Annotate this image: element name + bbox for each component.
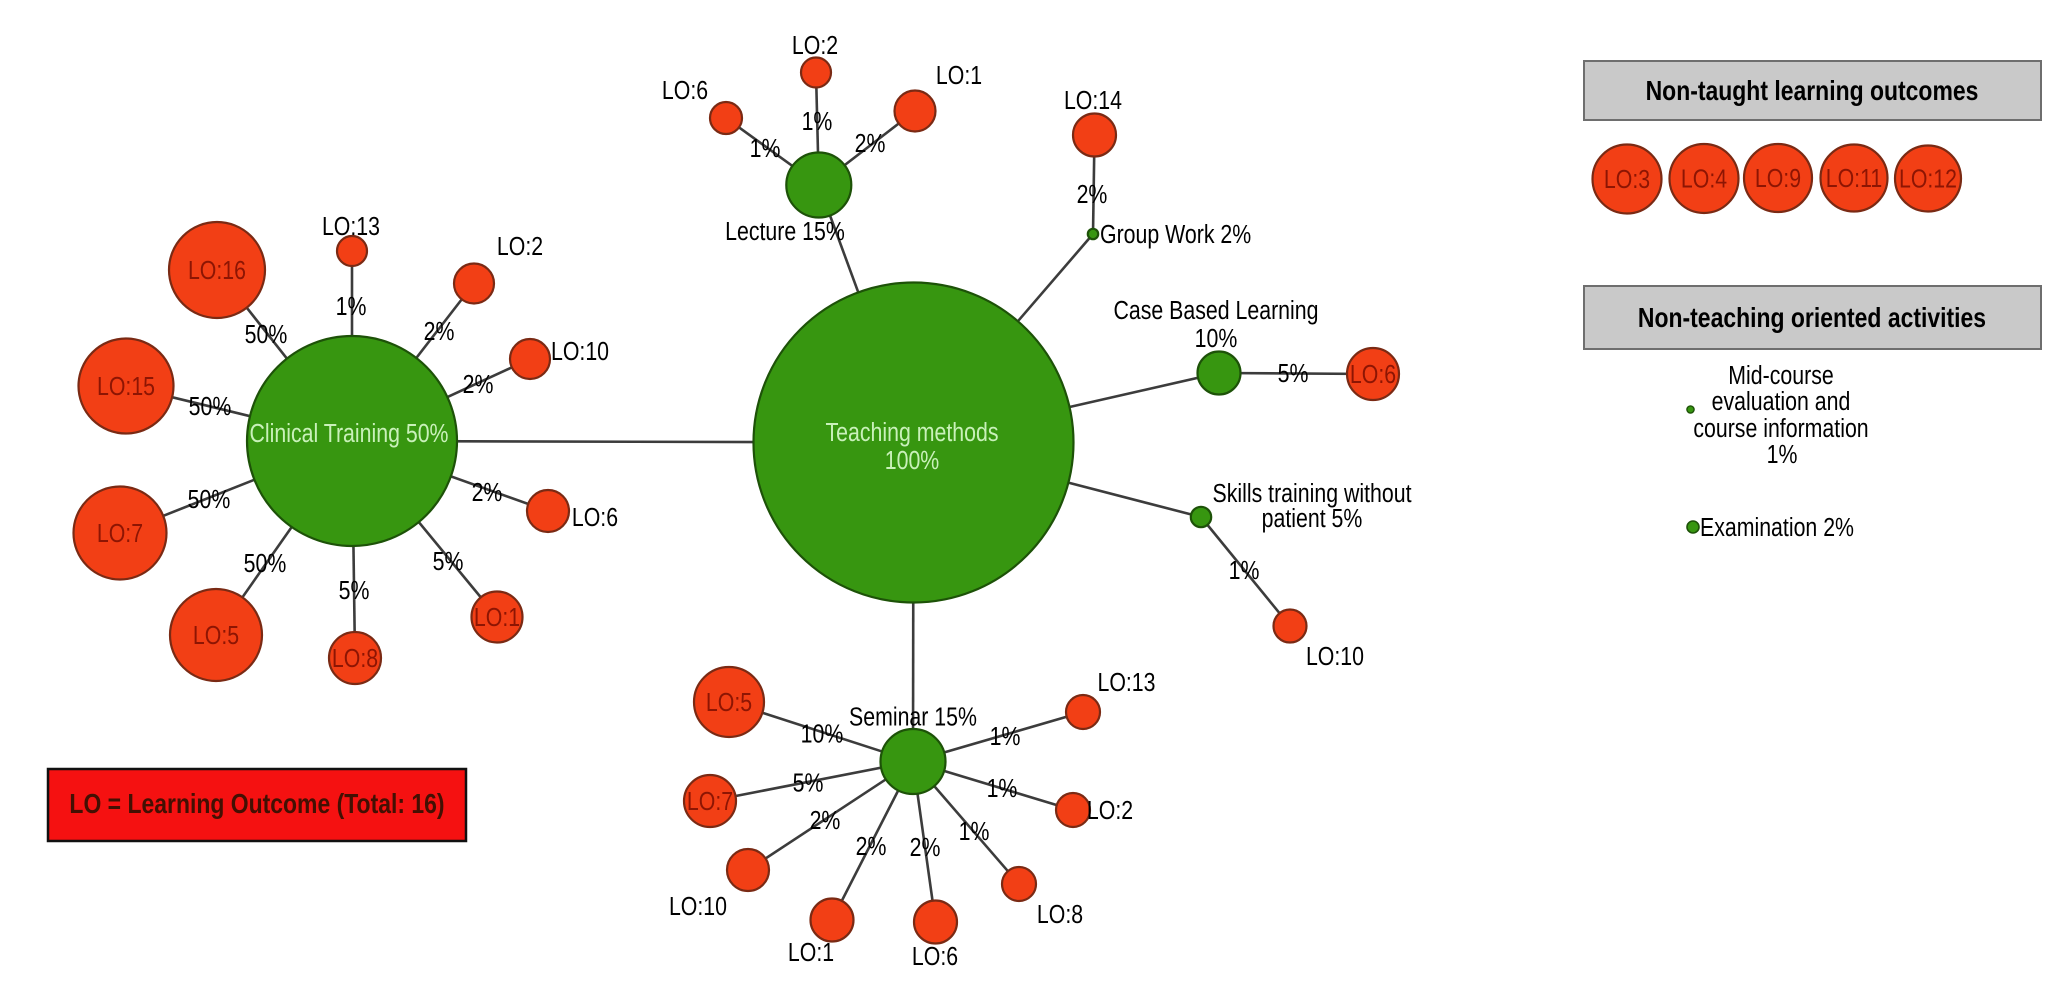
svg-text:2%: 2%: [472, 478, 503, 508]
svg-text:LO:8: LO:8: [332, 644, 378, 674]
svg-text:2%: 2%: [856, 832, 887, 862]
svg-text:LO:9: LO:9: [1755, 164, 1801, 194]
svg-text:5%: 5%: [793, 769, 824, 799]
svg-text:Case Based Learning: Case Based Learning: [1114, 296, 1319, 326]
svg-text:LO:3: LO:3: [1604, 165, 1650, 195]
svg-text:LO:6: LO:6: [572, 503, 618, 533]
svg-text:50%: 50%: [245, 320, 288, 350]
svg-text:Non-taught learning outcomes: Non-taught learning outcomes: [1646, 76, 1979, 107]
svg-text:LO:1: LO:1: [788, 938, 834, 968]
svg-text:Teaching methods: Teaching methods: [826, 418, 999, 448]
svg-text:LO:13: LO:13: [1097, 668, 1155, 698]
svg-text:LO:6: LO:6: [1350, 360, 1396, 390]
svg-text:LO:4: LO:4: [1681, 165, 1727, 195]
svg-text:LO:10: LO:10: [551, 337, 609, 367]
svg-text:10%: 10%: [801, 720, 844, 750]
svg-text:50%: 50%: [189, 392, 232, 422]
svg-text:1%: 1%: [1229, 556, 1260, 586]
svg-text:50%: 50%: [244, 549, 287, 579]
svg-text:evaluation and: evaluation and: [1712, 387, 1851, 417]
svg-text:50%: 50%: [188, 485, 231, 515]
svg-text:2%: 2%: [1077, 180, 1108, 210]
svg-text:LO:5: LO:5: [193, 621, 239, 651]
svg-text:LO:15: LO:15: [97, 372, 155, 402]
svg-text:LO:12: LO:12: [1899, 165, 1957, 195]
svg-text:Examination 2%: Examination 2%: [1700, 513, 1854, 543]
svg-text:Lecture 15%: Lecture 15%: [725, 217, 845, 247]
svg-text:LO:2: LO:2: [792, 31, 838, 61]
svg-text:LO:5: LO:5: [706, 688, 752, 718]
svg-text:1%: 1%: [802, 107, 833, 137]
svg-text:2%: 2%: [810, 806, 841, 836]
svg-text:LO:6: LO:6: [912, 942, 958, 972]
svg-text:Non-teaching oriented activiti: Non-teaching oriented activities: [1638, 303, 1986, 334]
svg-text:course information: course information: [1693, 414, 1868, 444]
svg-text:1%: 1%: [959, 817, 990, 847]
svg-text:LO:10: LO:10: [1306, 642, 1364, 672]
svg-text:Clinical Training 50%: Clinical Training 50%: [249, 419, 448, 449]
svg-text:1%: 1%: [336, 292, 367, 322]
svg-text:LO = Learning Outcome (Total:: LO = Learning Outcome (Total: 16): [69, 789, 444, 820]
svg-text:2%: 2%: [424, 317, 455, 347]
svg-text:5%: 5%: [1278, 359, 1309, 389]
svg-text:LO:16: LO:16: [188, 256, 246, 286]
svg-text:LO:6: LO:6: [662, 76, 708, 106]
svg-text:100%: 100%: [885, 446, 940, 476]
svg-text:LO:13: LO:13: [322, 212, 380, 242]
svg-text:5%: 5%: [339, 576, 370, 606]
svg-text:LO:11: LO:11: [1826, 164, 1882, 194]
svg-text:LO:7: LO:7: [687, 787, 733, 817]
svg-text:1%: 1%: [750, 134, 781, 164]
svg-text:LO:14: LO:14: [1064, 86, 1122, 116]
svg-text:Skills training without: Skills training without: [1212, 479, 1411, 509]
svg-text:LO:2: LO:2: [497, 232, 543, 262]
svg-text:Mid-course: Mid-course: [1728, 361, 1833, 391]
svg-text:2%: 2%: [910, 833, 941, 863]
svg-text:2%: 2%: [463, 370, 494, 400]
svg-text:10%: 10%: [1195, 324, 1238, 354]
svg-text:Seminar 15%: Seminar 15%: [849, 703, 977, 733]
svg-text:LO:10: LO:10: [669, 892, 727, 922]
svg-text:LO:1: LO:1: [936, 61, 982, 91]
svg-text:2%: 2%: [855, 129, 886, 159]
svg-text:1%: 1%: [987, 774, 1018, 804]
svg-text:1%: 1%: [990, 722, 1021, 752]
svg-text:LO:1: LO:1: [474, 603, 520, 633]
svg-text:LO:8: LO:8: [1037, 900, 1083, 930]
svg-text:1%: 1%: [1767, 440, 1798, 470]
svg-text:LO:2: LO:2: [1087, 796, 1133, 826]
svg-text:5%: 5%: [433, 547, 464, 577]
svg-text:LO:7: LO:7: [97, 519, 143, 549]
svg-text:patient 5%: patient 5%: [1262, 504, 1363, 534]
svg-text:Group Work 2%: Group Work 2%: [1100, 220, 1251, 250]
